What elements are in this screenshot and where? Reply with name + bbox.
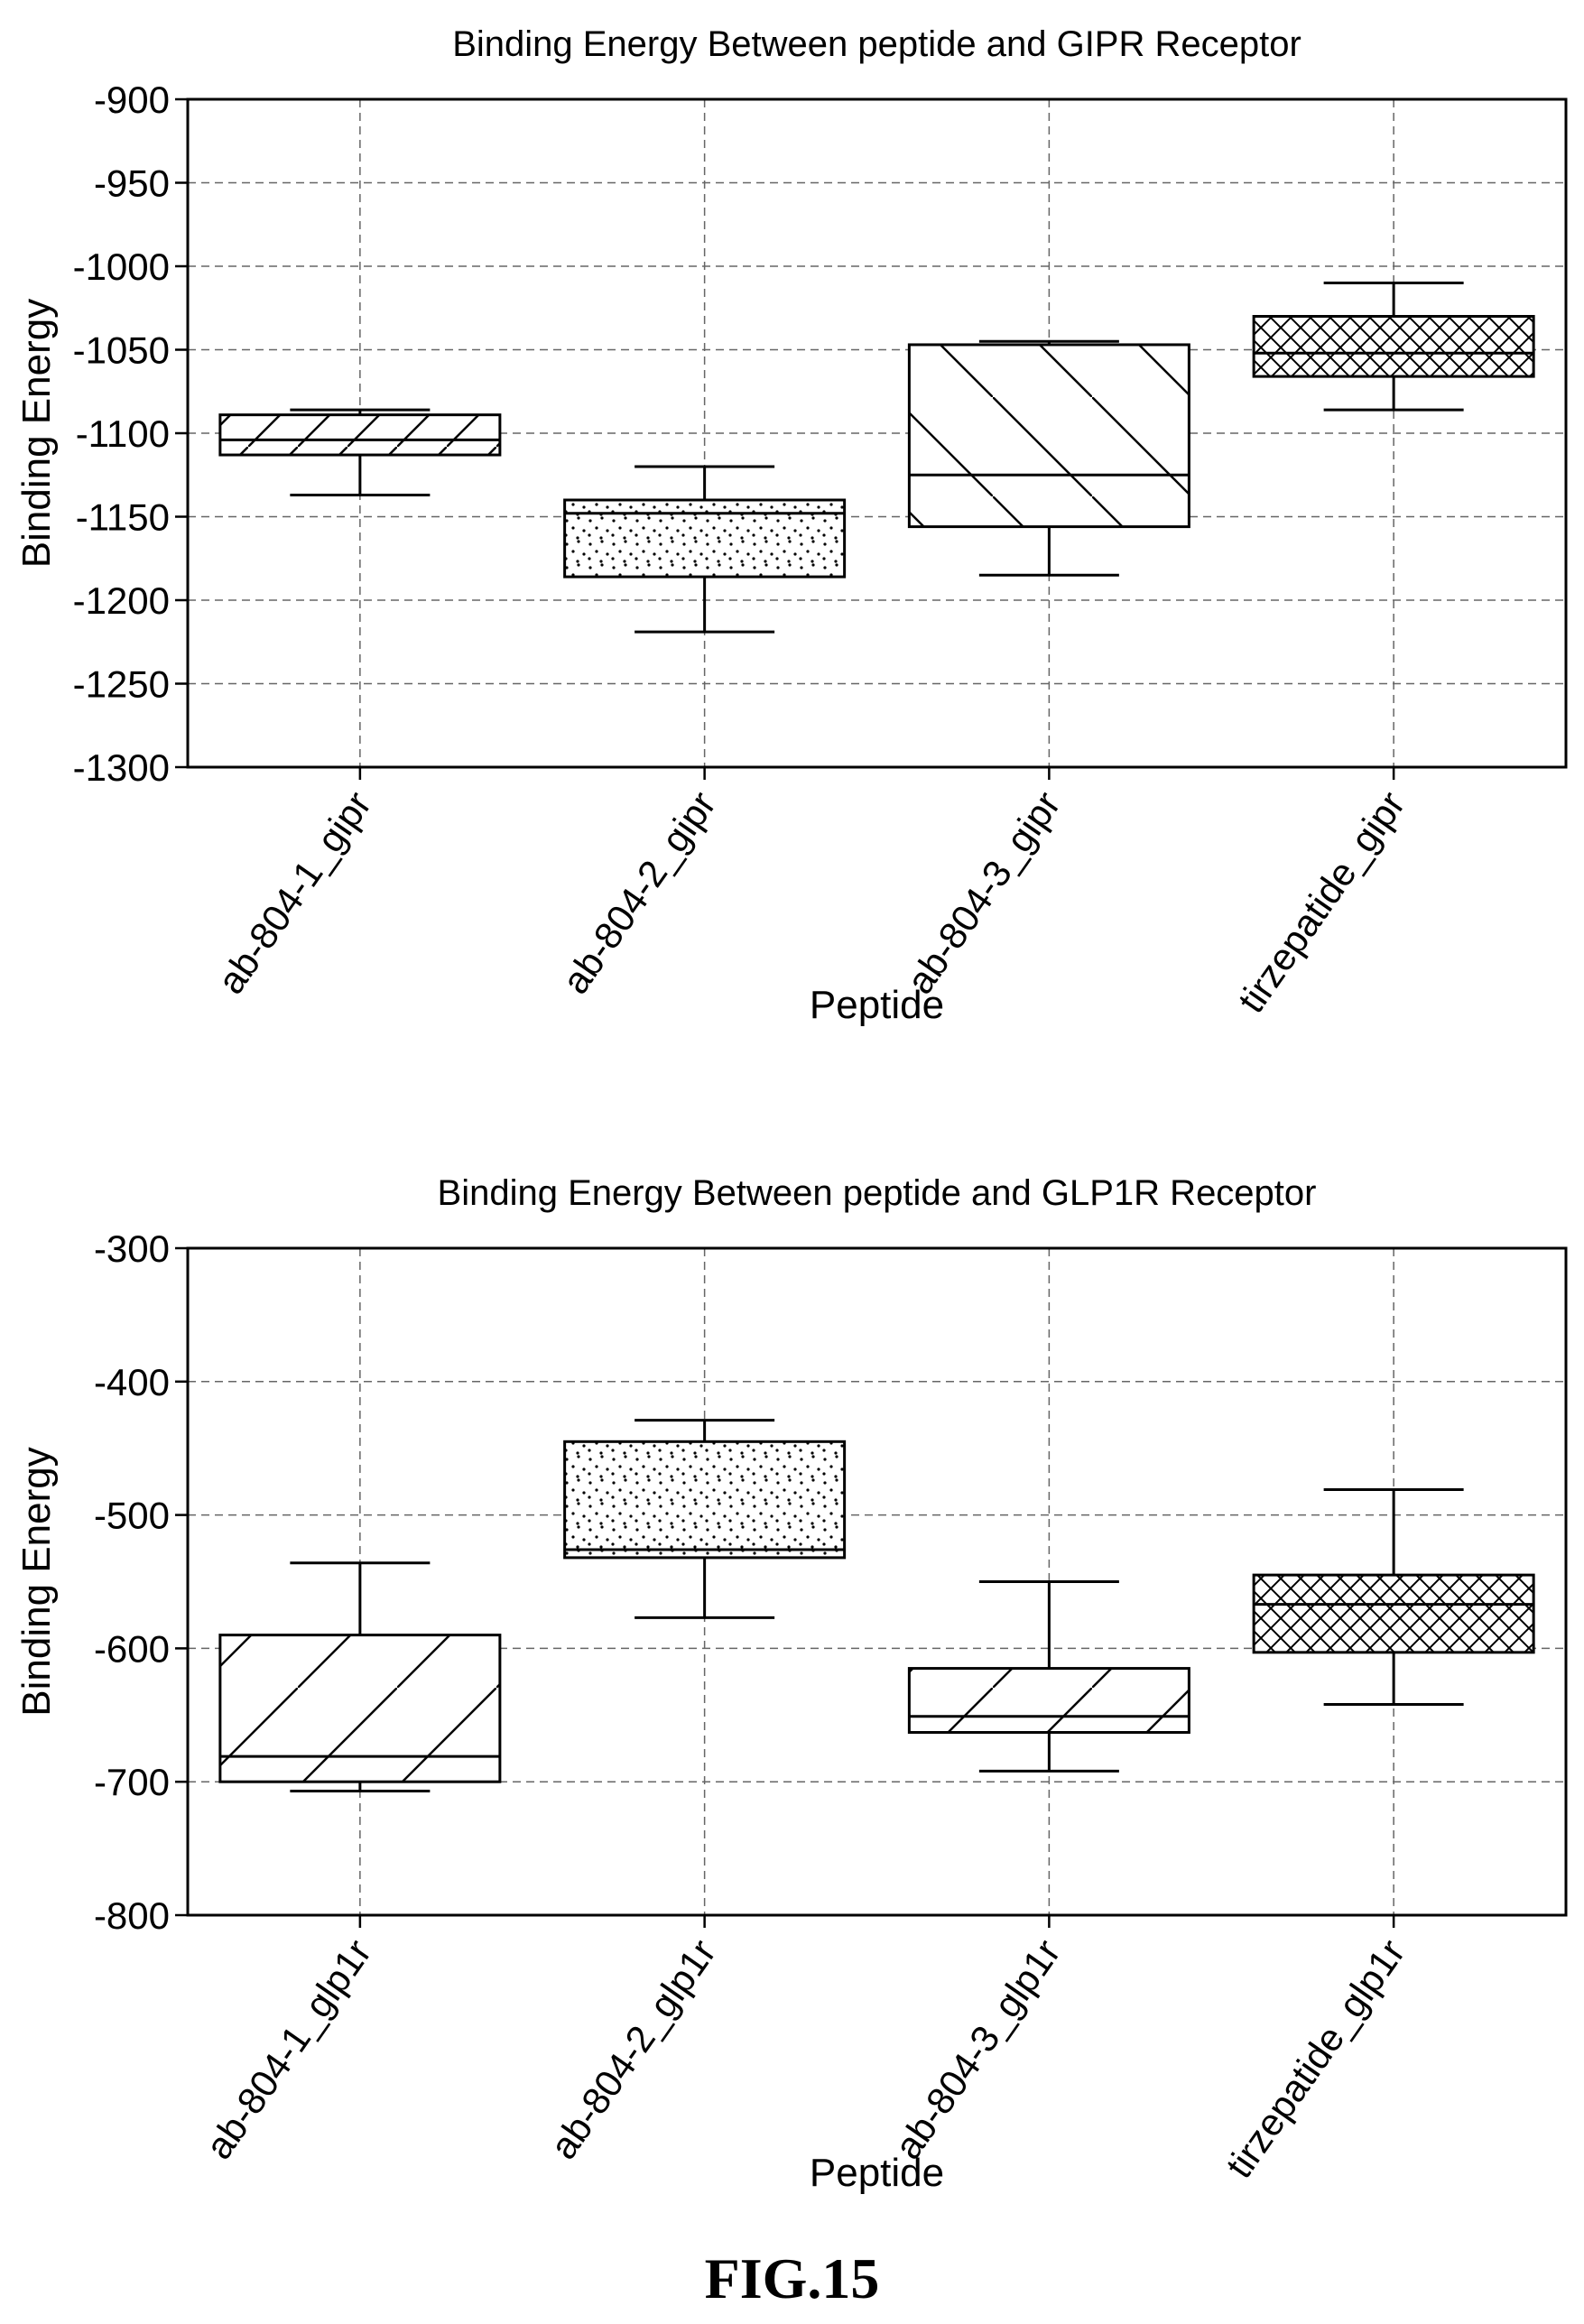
x-tick-label: tirzepatide_glp1r: [1218, 1931, 1413, 2185]
y-tick-label: -700: [94, 1761, 170, 1803]
box-body: [1252, 1573, 1535, 1654]
y-tick-label: -800: [94, 1894, 170, 1937]
chart-1: Binding Energy Between peptide and GIPR …: [14, 24, 1568, 1027]
box-body: [1252, 315, 1535, 378]
box-body: [907, 343, 1190, 529]
chart-2: Binding Energy Between peptide and GLP1R…: [14, 1173, 1568, 2195]
box-body: [218, 1634, 502, 1783]
box-body: [563, 498, 847, 579]
x-tick-label: ab-804-2_gipr: [553, 783, 724, 1001]
box-ab-804-2_gipr: [563, 465, 847, 634]
y-tick-label: -1300: [73, 746, 170, 789]
chart-title: Binding Energy Between peptide and GLP1R…: [438, 1173, 1317, 1213]
plot-frame: [186, 1246, 1568, 1917]
plot-frame: [186, 97, 1568, 769]
y-tick-label: -600: [94, 1627, 170, 1670]
box-ab-804-1_gipr: [218, 408, 502, 496]
y-tick-label: -950: [94, 162, 170, 205]
figure-caption: FIG.15: [704, 2246, 880, 2310]
y-tick-label: -400: [94, 1361, 170, 1403]
y-tick-label: -300: [94, 1227, 170, 1270]
y-tick-label: -1250: [73, 663, 170, 706]
x-axis-label: Peptide: [810, 2151, 944, 2195]
y-tick-label: -1050: [73, 329, 170, 372]
box-ab-804-3_glp1r: [907, 1580, 1190, 1773]
chart-title: Binding Energy Between peptide and GIPR …: [452, 24, 1301, 64]
x-tick-label: ab-804-1_gipr: [209, 783, 380, 1001]
y-tick-label: -1100: [76, 412, 170, 455]
box-body: [218, 413, 502, 457]
x-tick-label: ab-804-2_glp1r: [542, 1931, 724, 2166]
box-ab-804-1_glp1r: [218, 1561, 502, 1793]
x-tick-label: tirzepatide_gipr: [1229, 783, 1413, 1020]
y-tick-label: -900: [94, 79, 170, 121]
y-axis-label: Binding Energy: [14, 1447, 59, 1716]
box-tirzepatide_glp1r: [1252, 1488, 1535, 1706]
box-ab-804-3_gipr: [907, 339, 1190, 577]
y-tick-label: -1150: [76, 496, 170, 539]
y-tick-label: -1200: [73, 579, 170, 622]
x-tick-label: ab-804-3_gipr: [898, 783, 1069, 1001]
box-body: [907, 1667, 1190, 1735]
box-ab-804-2_glp1r: [563, 1419, 847, 1619]
y-axis-label: Binding Energy: [14, 299, 59, 568]
box-tirzepatide_gipr: [1252, 282, 1535, 412]
y-tick-label: -500: [94, 1495, 170, 1537]
x-tick-label: ab-804-1_glp1r: [197, 1931, 379, 2166]
y-tick-label: -1000: [73, 245, 170, 288]
x-tick-label: ab-804-3_glp1r: [886, 1931, 1069, 2166]
x-axis-label: Peptide: [810, 983, 944, 1027]
box-body: [563, 1440, 847, 1560]
